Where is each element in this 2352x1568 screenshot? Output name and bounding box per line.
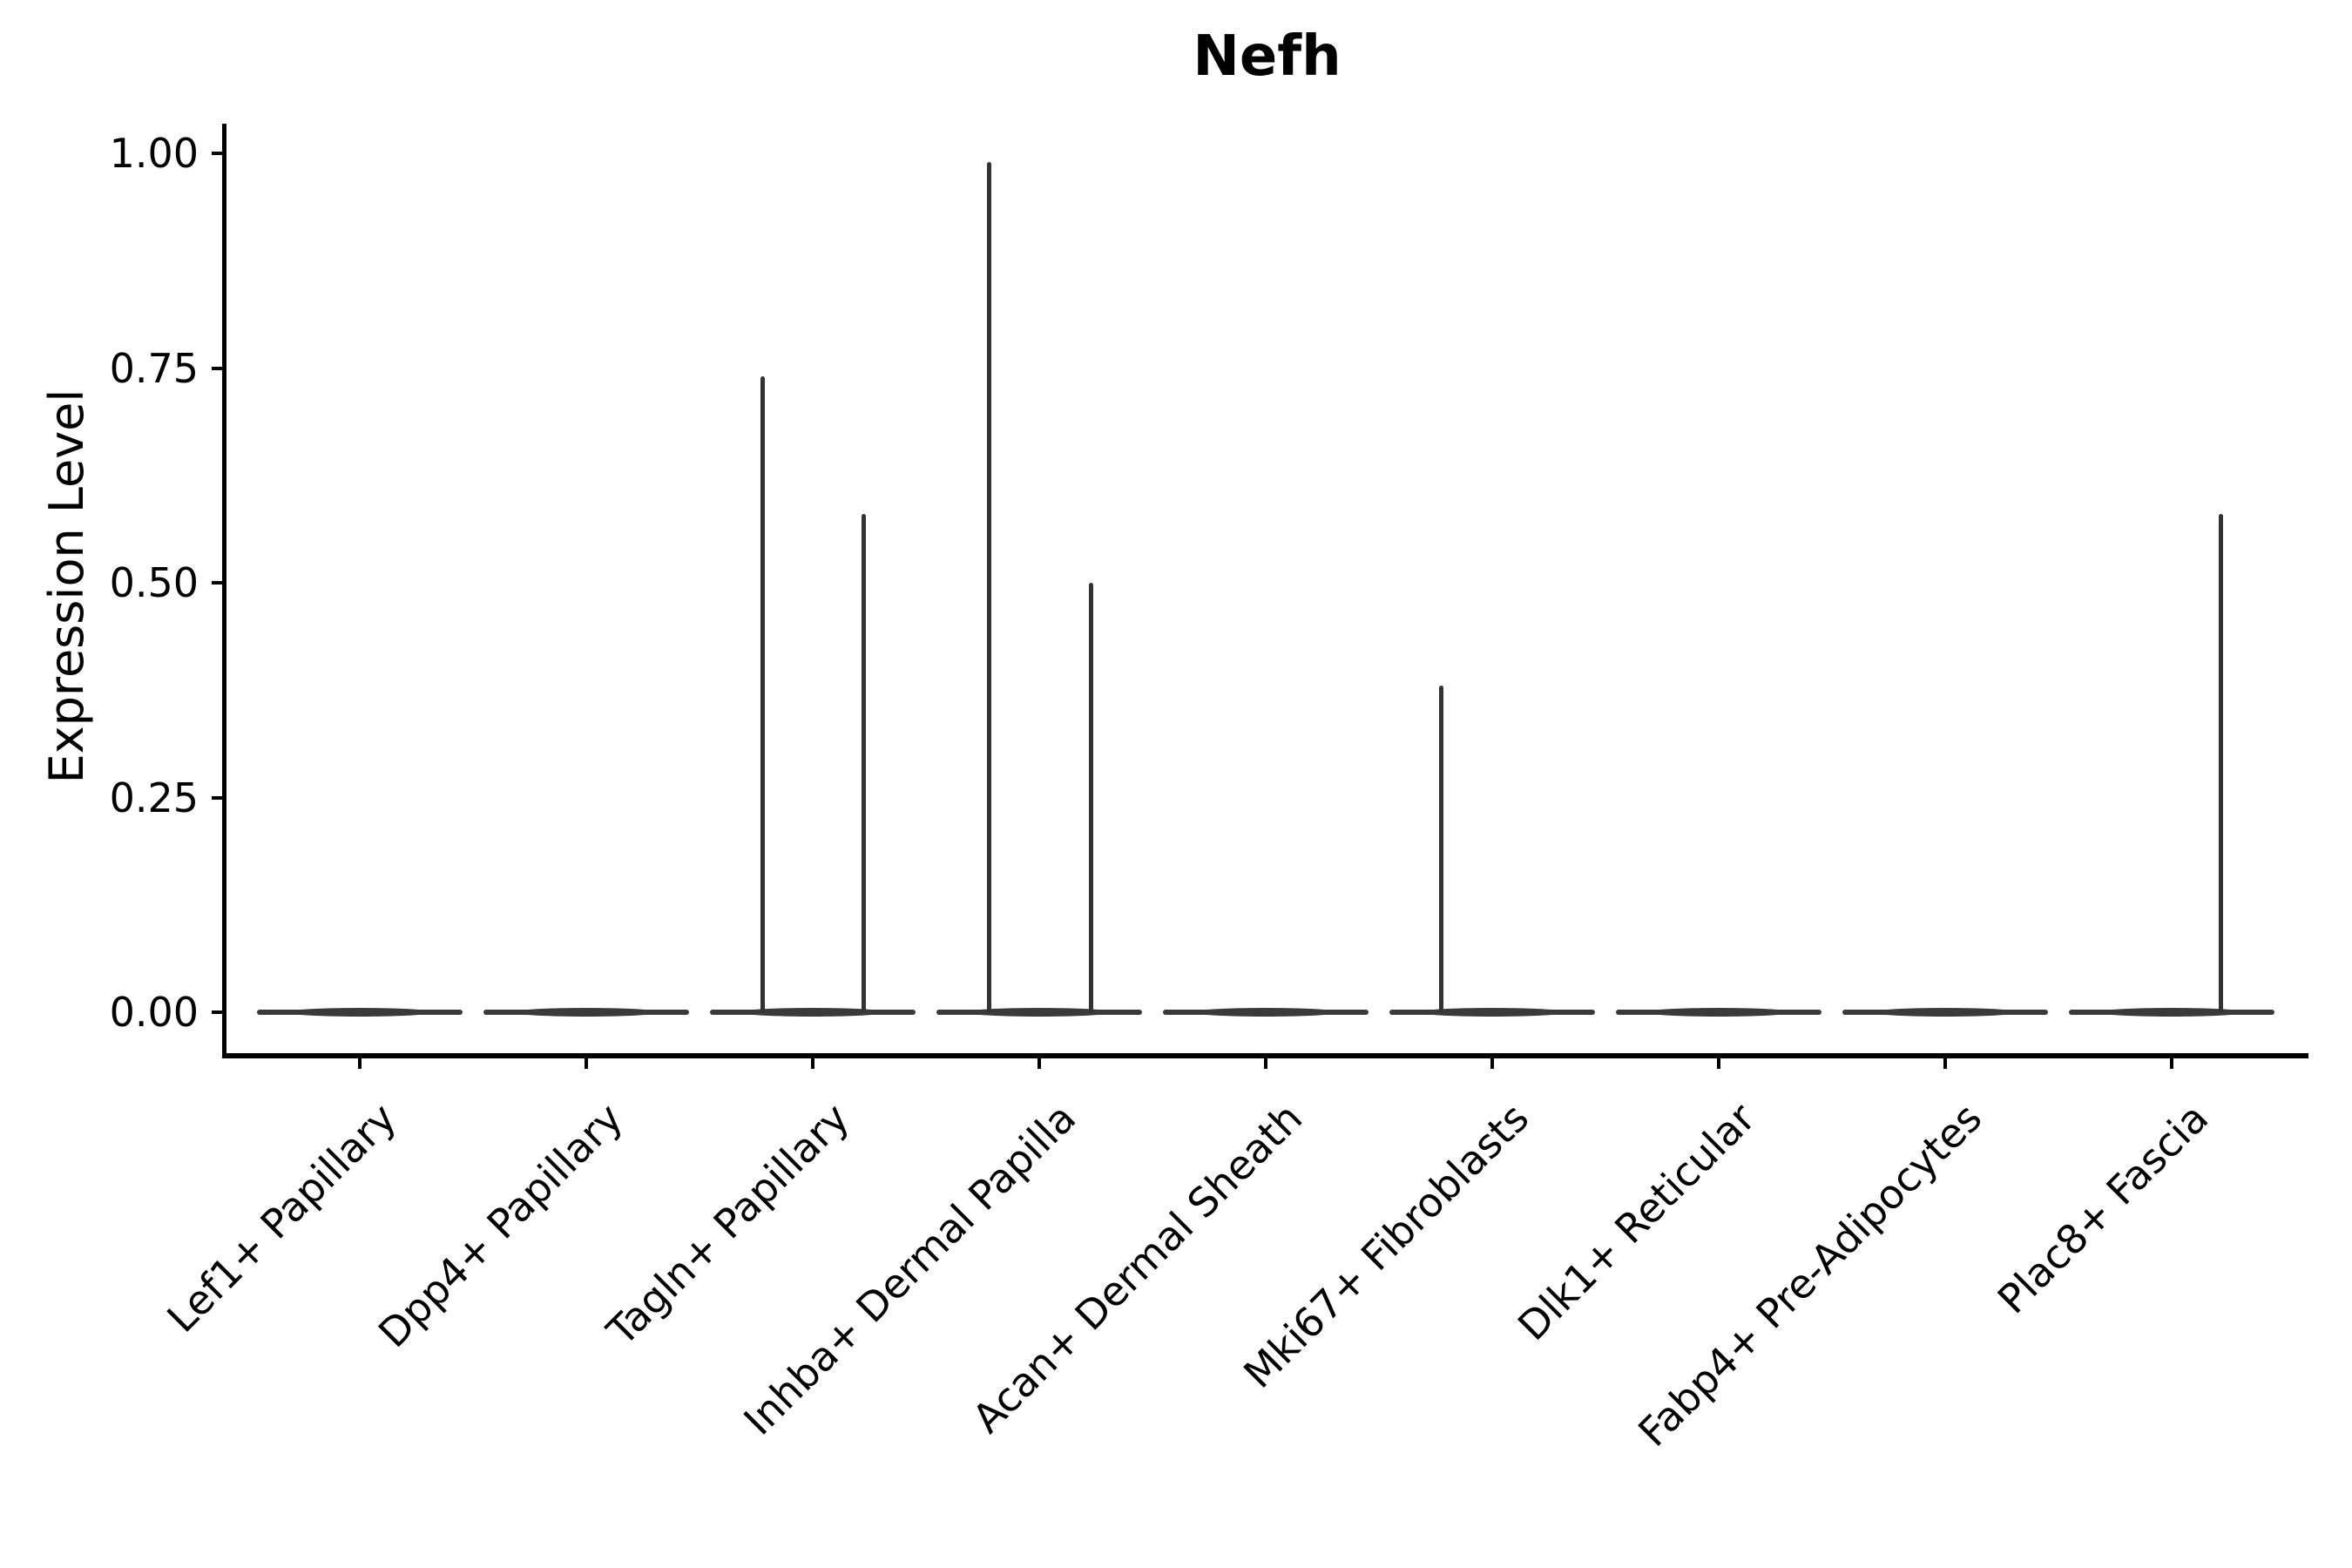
violin-baseline-bulge xyxy=(739,1008,888,1017)
y-tick-label: 1.00 xyxy=(109,130,199,177)
x-tick-label: Mki67+ Fibroblasts xyxy=(1234,1094,1538,1397)
x-tick-mark xyxy=(1264,1056,1268,1069)
x-tick-mark xyxy=(2170,1056,2174,1069)
y-tick-label: 0.50 xyxy=(109,559,199,606)
x-tick-label: Fabp4+ Pre-Adipocytes xyxy=(1629,1094,1991,1456)
y-tick-label: 0.75 xyxy=(109,344,199,392)
violin-baseline-bulge xyxy=(1645,1008,1794,1017)
x-tick-mark xyxy=(811,1056,815,1069)
x-tick-mark xyxy=(1490,1056,1495,1069)
x-tick-mark xyxy=(358,1056,362,1069)
violin-spike xyxy=(760,376,765,1012)
y-tick-mark xyxy=(212,366,226,370)
x-tick-mark xyxy=(1037,1056,1042,1069)
x-tick-label: Tagln+ Papillary xyxy=(598,1094,859,1355)
violin-baseline-bulge xyxy=(1192,1008,1341,1017)
violin-spike xyxy=(862,514,867,1012)
x-tick-mark xyxy=(1943,1056,1948,1069)
y-tick-mark xyxy=(212,1010,226,1014)
y-tick-label: 0.00 xyxy=(109,989,199,1036)
x-tick-label: Acan+ Dermal Sheath xyxy=(963,1094,1312,1443)
x-tick-mark xyxy=(585,1056,589,1069)
y-axis-spine xyxy=(222,124,226,1058)
x-tick-label: Dlk1+ Reticular xyxy=(1509,1094,1765,1350)
x-tick-label: Inhba+ Dermal Papilla xyxy=(734,1094,1085,1444)
violin-baseline-bulge xyxy=(1418,1008,1567,1017)
x-tick-label: Plac8+ Fascia xyxy=(1989,1094,2218,1323)
y-tick-mark xyxy=(212,581,226,585)
x-tick-label: Dpp4+ Papillary xyxy=(369,1094,632,1357)
violin-baseline-bulge xyxy=(2098,1008,2247,1017)
y-tick-mark xyxy=(212,152,226,155)
violin-baseline-bulge xyxy=(965,1008,1114,1017)
violin-baseline-bulge xyxy=(286,1008,435,1017)
x-tick-mark xyxy=(1717,1056,1721,1069)
y-tick-mark xyxy=(212,795,226,800)
violin-baseline-bulge xyxy=(512,1008,661,1017)
chart-title: Nefh xyxy=(1193,24,1342,89)
violin-baseline-bulge xyxy=(1871,1008,2020,1017)
violin-spike xyxy=(2219,514,2224,1012)
violin-spike xyxy=(1438,686,1443,1012)
y-tick-label: 0.25 xyxy=(109,774,199,821)
violin-spike xyxy=(1089,583,1094,1012)
violin-spike xyxy=(986,161,991,1012)
